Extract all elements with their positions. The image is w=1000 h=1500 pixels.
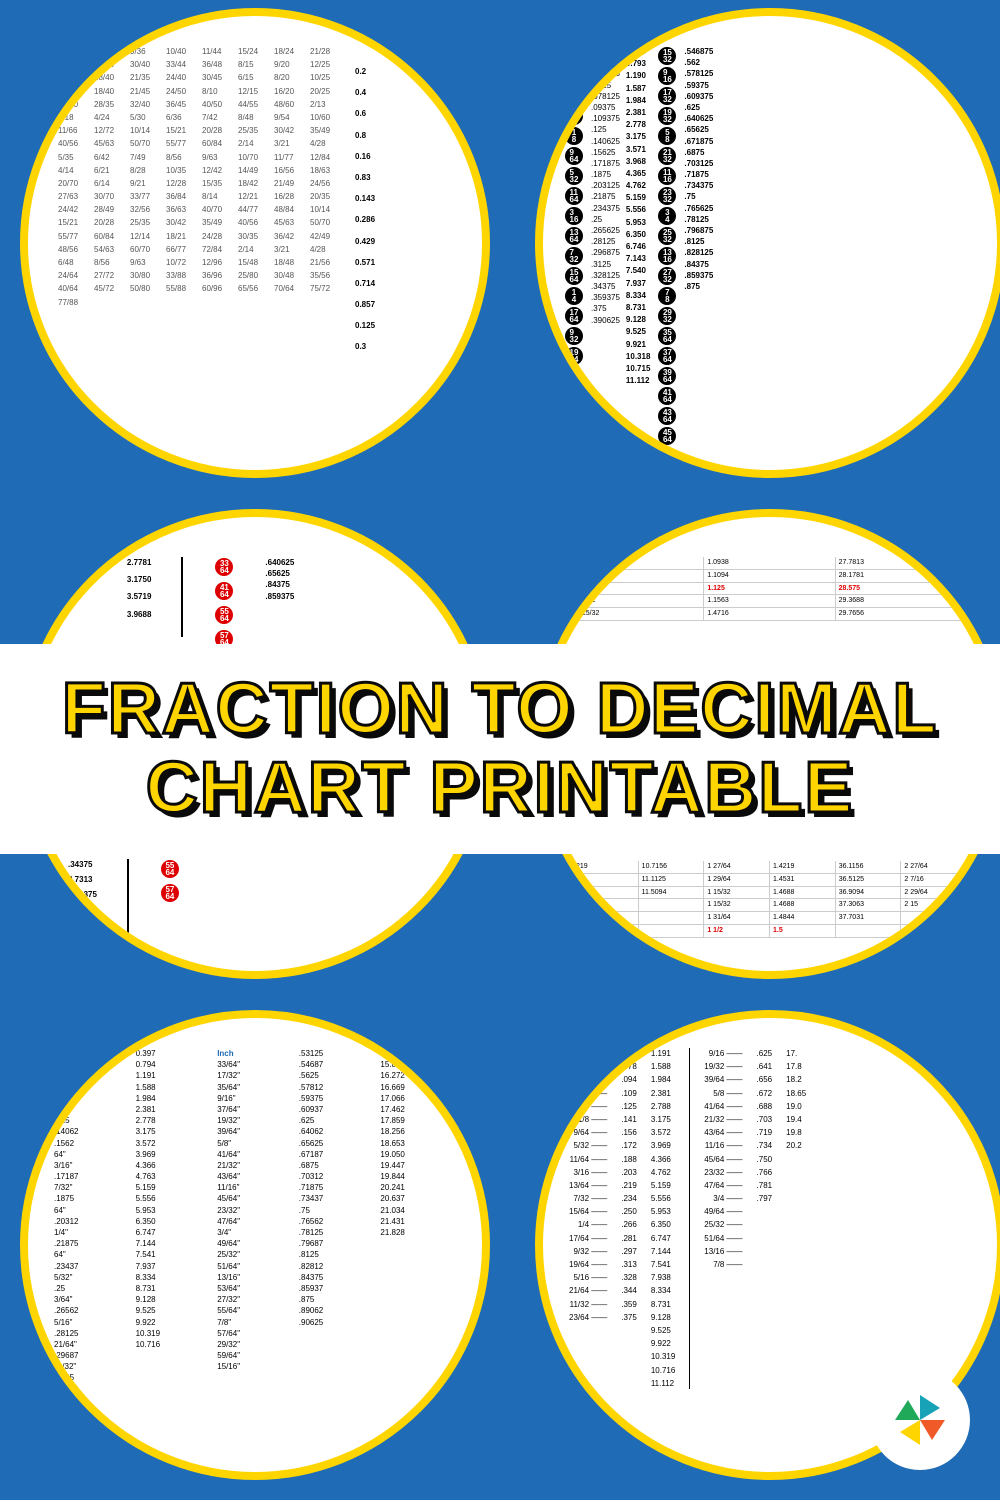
chart-content: 1323645647641896453211643161364732156414…	[543, 16, 997, 470]
chart-circle-top-right: 1323645647641896453211643161364732156414…	[535, 8, 1000, 478]
logo-badge	[870, 1370, 970, 1470]
title-text: FRACTION TO DECIMAL CHART PRINTABLE	[62, 670, 939, 828]
pinwheel-logo-icon	[890, 1390, 950, 1450]
title-line-2: CHART PRINTABLE	[146, 748, 855, 828]
col-hdr-inch: Inch	[217, 1048, 293, 1059]
chart-content: mm 4687.062507812093764".125.14062.15626…	[28, 1018, 482, 1472]
col-hdr-mm: mm	[54, 1048, 130, 1059]
title-bar: FRACTION TO DECIMAL CHART PRINTABLE	[0, 644, 1000, 854]
title-line-1: FRACTION TO DECIMAL	[62, 669, 939, 749]
chart-circle-bottom-left: mm 4687.062507812093764".125.14062.15626…	[20, 1010, 490, 1480]
chart-circle-top-left: 7/288/329/3610/4011/4415/2418/2421/2824/…	[20, 8, 490, 478]
chart-content: 7/288/329/3610/4011/4415/2418/2421/2824/…	[28, 16, 482, 470]
